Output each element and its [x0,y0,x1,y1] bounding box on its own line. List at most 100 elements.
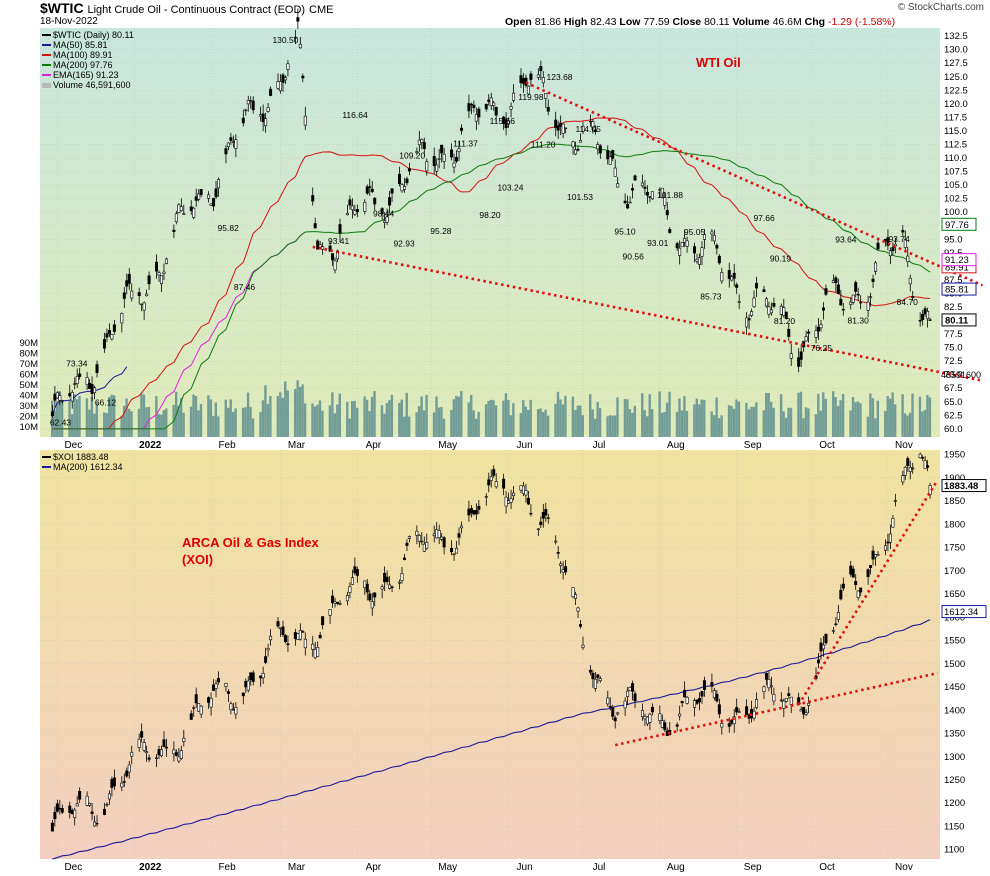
wti-candle-body [874,262,878,272]
wti-candle-body [147,275,151,285]
volume-bar [799,391,803,437]
xoi-candle-body [851,568,855,578]
xoi-candle-body [871,550,875,560]
wti-candle-body [68,393,72,397]
wti-y-tick-label: 67.5 [944,383,963,394]
volume-bar [316,404,319,437]
wti-candle-body [834,277,838,284]
wti-candle-body [859,301,863,304]
volume-bar [266,403,270,437]
wti-candle-body [648,196,652,198]
volume-bar [328,405,332,437]
xoi-candle-body [487,479,491,486]
xoi-candle-body [477,505,481,510]
xoi-candle-body [283,635,287,642]
legend-ema165: EMA(165) 91.23 [42,70,134,80]
wti-candle-body [373,197,377,205]
chg-label: Chg [804,16,826,28]
wti-candle-body [700,247,704,257]
xoi-candle-body [130,752,134,757]
wti-candle-body [162,271,166,274]
xoi-candle-body [755,699,759,708]
wti-candle-body [368,186,372,189]
wti-candle-body [764,298,768,307]
stockcharts-logo[interactable]: © StockCharts.com [897,2,984,13]
xoi-candle-body [350,577,354,585]
wti-candle-body [348,199,352,206]
volume-bar [926,394,929,437]
legend-swatch [42,54,51,56]
wti-last-ema165-tag [941,253,977,267]
wti-candle-body [598,145,602,154]
wti-candle-body [730,276,734,281]
volume-bar [182,412,185,437]
volume-bar [331,392,334,437]
xoi-candle-body [645,716,649,725]
xoi-candle-body [804,712,808,715]
wti-candle-body [546,106,550,112]
wti-candle-body [301,75,305,79]
xoi-candle-body [613,717,617,722]
xoi-candle-body [745,706,749,716]
xoi-candle-body [628,687,632,691]
wti-candle-body [752,297,756,308]
xoi-candle-body [107,793,111,800]
volume-bar [884,410,887,437]
volume-bar [782,411,785,437]
wti-candle-body [172,229,176,233]
volume-bar [611,415,614,437]
legend-ma200-label: MA(200) 97.76 [53,60,113,70]
volume-bar [417,406,421,437]
volume-bar [876,400,880,437]
wti-price-label: 95.05 [684,227,706,237]
wti-candle-body [921,313,925,321]
wti-candle-body [405,178,409,184]
wti-candle-body [633,175,637,181]
xoi-candle-body [455,547,459,554]
ticker-name: Light Crude Oil - Continuous Contract (E… [87,4,306,16]
xoi-y-tick-label: 1150 [944,821,964,832]
xoi-candle-body [217,678,221,683]
xoi-candle-body [73,809,77,818]
xoi-x-tick-label: Jun [517,862,533,873]
xoi-y-tick-label: 1250 [944,775,965,786]
volume-bar [350,401,354,437]
xoi-candle-body [278,627,282,630]
wti-candle-body [856,294,860,296]
wti-candle-body [212,198,216,207]
volume-bar [762,410,765,437]
wti-y-tick-label: 77.5 [944,329,963,340]
xoi-candle-body [407,536,411,539]
volume-bar [355,407,359,437]
wti-candle-body [182,213,186,215]
wti-candle-body [519,75,523,84]
wti-candle-body [73,383,77,385]
wti-candle-body [650,191,654,200]
wti-candle-body [596,144,600,150]
wti-candle-body [459,127,463,131]
volume-bar [906,415,909,437]
volume-tick-label: 30M [20,401,39,412]
wti-last-ma50-label: 85.81 [945,285,969,296]
volume-bar [259,411,262,437]
volume-bar [103,412,106,437]
wti-candle-body [797,357,801,367]
xoi-candle-body [112,777,116,787]
xoi-candle-body [737,711,741,713]
legend-swatch [42,456,51,458]
volume-tick-label: 80M [20,349,39,360]
xoi-annotation: ARCA Oil & Gas Index (XOI) [182,535,319,567]
xoi-candle-body [298,630,302,640]
wti-candle-body [819,324,823,329]
wti-price-label: 95.82 [218,223,240,233]
volume-bar [142,394,146,437]
wti-candle-body [474,113,478,122]
wti-candle-body [747,318,751,321]
high-label: High [563,16,588,28]
wti-candle-body [755,282,759,289]
xoi-candle-body [155,757,159,759]
wti-candle-body [231,141,235,143]
wti-y-tick-label: 87.5 [944,275,963,286]
xoi-candle-body [321,616,325,626]
